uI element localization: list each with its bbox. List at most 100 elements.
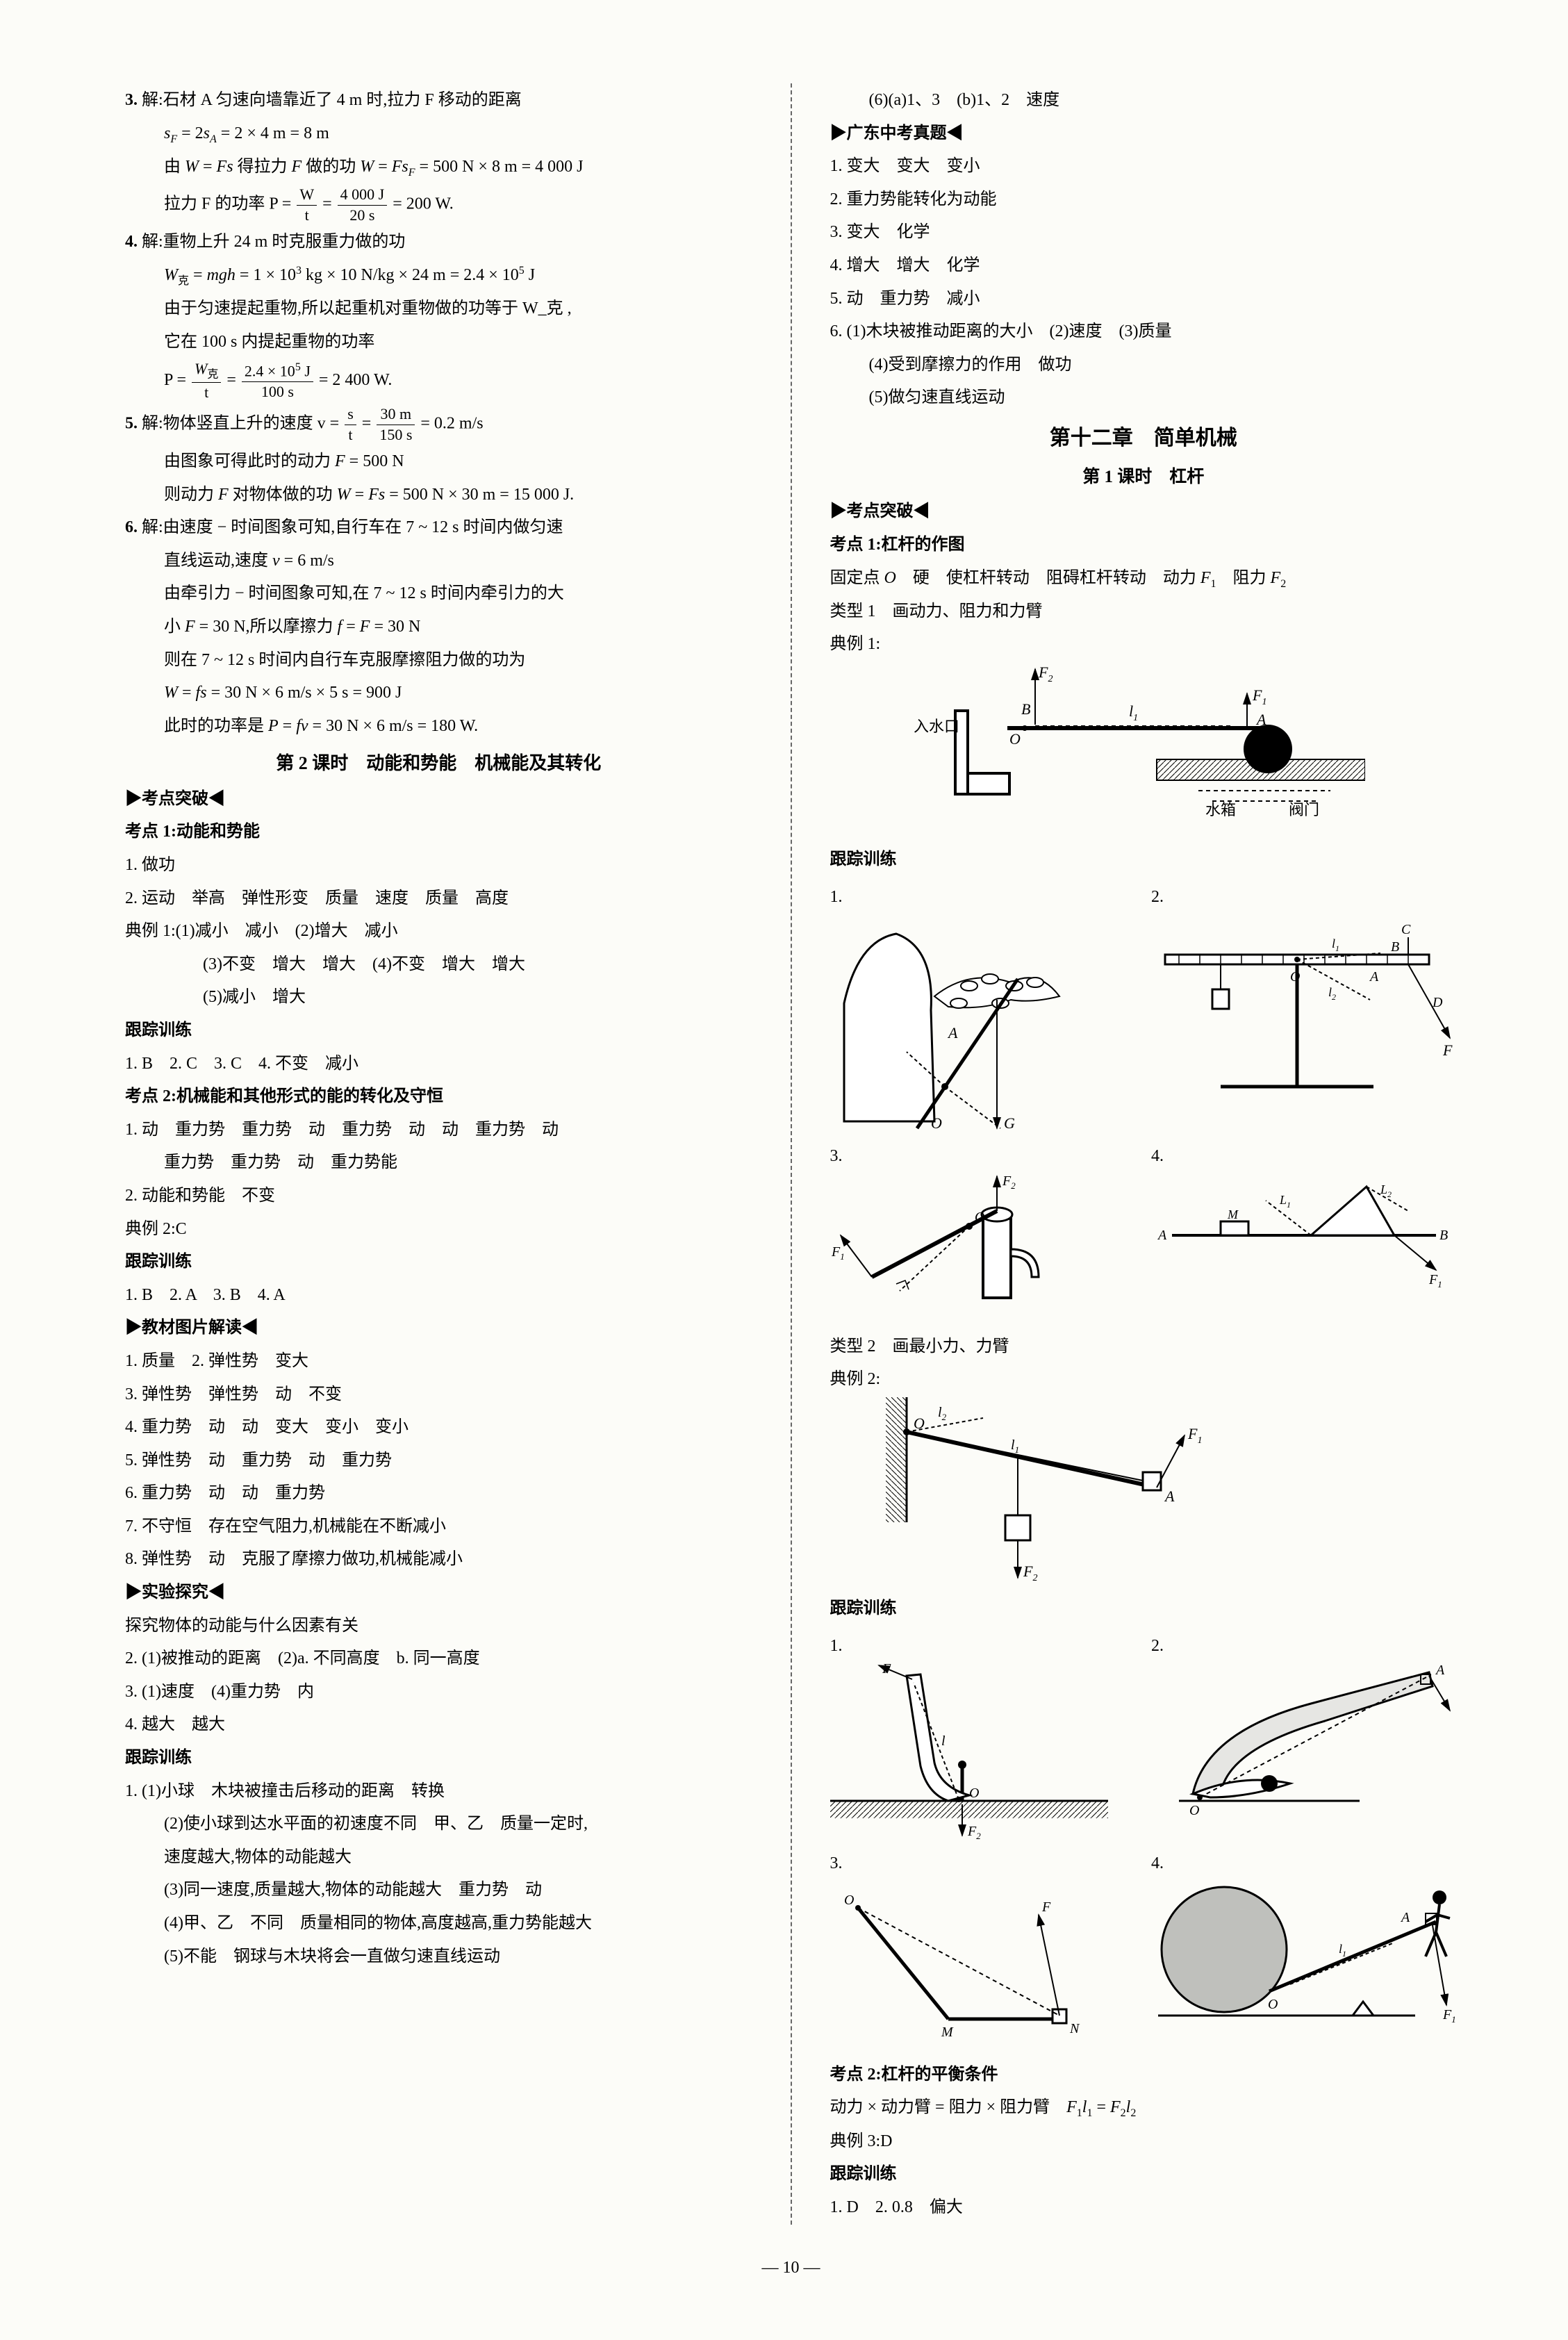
q5-line1: 5. 解:物体竖直上升的速度 v = st = 30 m150 s = 0.2 … — [125, 404, 752, 445]
d2-label: 2. — [1151, 888, 1164, 906]
gz3-1e: (5)不能 钢球与木块将会一直做匀速直线运动 — [125, 1941, 752, 1973]
crowbar-icon: F O l F2 — [830, 1662, 1108, 1843]
kp1-1: 1. 做功 — [125, 850, 752, 882]
gd6b: (4)受到摩擦力的作用 做功 — [830, 349, 1458, 381]
r-gzh: 跟踪训练 — [830, 844, 1458, 876]
svg-text:B: B — [1021, 700, 1030, 718]
svg-text:M: M — [1227, 1208, 1239, 1221]
svg-text:l1: l1 — [1339, 1942, 1346, 1959]
r-dl2: 典例 2: — [830, 1364, 1458, 1396]
svg-text:入水口: 入水口 — [914, 718, 959, 735]
inclined-lever-icon: A B M L1 L2 F1 — [1151, 1173, 1457, 1312]
q4-text1: 解:重物上升 24 m 时克服重力做的功 — [142, 233, 405, 251]
q6-l3: 由牵引力 − 时间图象可知,在 7 ~ 12 s 时间内牵引力的大 — [125, 578, 752, 610]
r-type1: 类型 1 画动力、阻力和力臂 — [830, 596, 1458, 628]
svg-text:l2: l2 — [938, 1405, 947, 1422]
svg-text:F2: F2 — [1002, 1173, 1016, 1191]
left-column: 3. 解:石材 A 匀速向墙靠近了 4 m 时,拉力 F 移动的距离 sF = … — [125, 83, 752, 2225]
d1-label: 1. — [830, 888, 843, 906]
diagram-row-3-4: 3. O F2 F1 — [830, 1141, 1458, 1326]
svg-text:B: B — [1391, 939, 1399, 955]
svg-text:O: O — [1009, 730, 1021, 748]
q6-num: 6. — [125, 518, 138, 536]
svg-text:F2: F2 — [1038, 664, 1053, 684]
q3-l2: sF = 2sA = 2 × 4 m = 8 m — [125, 118, 752, 150]
v-lever-icon: O M N F — [830, 1880, 1108, 2054]
diagram-dl1: 入水口 水箱 阀门 B F2 — [830, 662, 1458, 843]
gz3-1d: (4)甲、乙 不同 质量相同的物体,高度越高,重力势能越大 — [125, 1908, 752, 1940]
kp2-h: 考点 2:机械能和其他形式的能的转化及守恒 — [125, 1081, 752, 1113]
svg-text:B: B — [1439, 1228, 1448, 1243]
svg-text:F1: F1 — [1187, 1425, 1202, 1446]
q3-num: 3. — [125, 91, 138, 109]
svg-text:F2: F2 — [1023, 1563, 1037, 1583]
lever-water-tank-icon: 入水口 水箱 阀门 B F2 — [914, 662, 1365, 843]
column-divider — [791, 83, 792, 2225]
svg-text:A: A — [1157, 1228, 1167, 1243]
page-columns: 3. 解:石材 A 匀速向墙靠近了 4 m 时,拉力 F 移动的距离 sF = … — [125, 83, 1457, 2225]
gz3-h: 跟踪训练 — [125, 1742, 752, 1774]
svg-text:阀门: 阀门 — [1289, 801, 1319, 818]
gd1: 1. 变大 变大 变小 — [830, 151, 1458, 183]
q4-line1: 4. 解:重物上升 24 m 时克服重力做的功 — [125, 226, 752, 258]
svg-text:O: O — [1189, 1803, 1199, 1818]
svg-text:L2: L2 — [1380, 1183, 1392, 1199]
dl1a: 典例 1:(1)减小 减小 (2)增大 减小 — [125, 916, 752, 948]
svg-text:A: A — [1435, 1663, 1445, 1678]
svg-text:C: C — [1401, 922, 1411, 937]
page-number: — 10 — — [125, 2252, 1457, 2284]
q4-l3: 由于匀速提起重物,所以起重机对重物做的功等于 W_克 , — [125, 293, 752, 325]
balance-stand-lever-icon: O C B A D F l1 l2 — [1151, 913, 1457, 1135]
svg-text:O: O — [1290, 969, 1300, 984]
q3-text1: 解:石材 A 匀速向墙靠近了 4 m 时,拉力 F 移动的距离 — [142, 91, 522, 109]
q4-l5: P = W克t = 2.4 × 105 J100 s = 2 400 W. — [125, 359, 752, 403]
jc4: 4. 重力势 动 动 变大 变小 变小 — [125, 1412, 752, 1444]
q3-l4b: = — [322, 195, 336, 213]
jc1: 1. 质量 2. 弹性势 变大 — [125, 1346, 752, 1378]
svg-text:A: A — [1400, 1910, 1410, 1925]
gz2: 1. B 2. A 3. B 4. A — [125, 1280, 752, 1312]
r-top6: (6)(a)1、3 (b)1、2 速度 — [830, 85, 1458, 117]
q6-l7: 此时的功率是 P = fv = 30 N × 6 m/s = 180 W. — [125, 711, 752, 743]
q3-l4: 拉力 F 的功率 P = Wt = 4 000 J20 s = 200 W. — [125, 185, 752, 225]
gd6a: 6. (1)木块被推动距离的大小 (2)速度 (3)质量 — [830, 316, 1458, 348]
jc6: 6. 重力势 动 动 重力势 — [125, 1478, 752, 1510]
jc8: 8. 弹性势 动 克服了摩擦力做功,机械能减小 — [125, 1544, 752, 1576]
dl1c: (5)减小 增大 — [125, 982, 752, 1014]
kp2-1: 1. 动 重力势 重力势 动 重力势 动 动 重力势 动 — [125, 1114, 752, 1146]
svg-text:O: O — [931, 1114, 942, 1132]
sec2-h3: ▶实验探究◀ — [125, 1577, 752, 1609]
q3-l3: 由 W = Fs 得拉力 F 做的功 W = FsF = 500 N × 8 m… — [125, 151, 752, 183]
svg-text:F1: F1 — [1442, 2007, 1456, 2025]
d3-label: 3. — [830, 1147, 843, 1165]
q3-l4c: = 200 W. — [393, 195, 454, 213]
gz2-h: 跟踪训练 — [125, 1246, 752, 1278]
dl2: 典例 2:C — [125, 1214, 752, 1246]
svg-text:O: O — [969, 1786, 979, 1801]
svg-text:G: G — [1004, 1114, 1015, 1132]
r-gz3h: 跟踪训练 — [830, 2159, 1458, 2191]
svg-text:F: F — [882, 1662, 891, 1676]
gz3-1b: (2)使小球到达水平面的初速度不同 甲、乙 质量一定时, — [125, 1808, 752, 1840]
diagram-dl2: O A F1 l1 l2 F2 — [830, 1397, 1458, 1592]
gz1-h: 跟踪训练 — [125, 1015, 752, 1047]
q4-l4: 它在 100 s 内提起重物的功率 — [125, 327, 752, 359]
svg-text:O: O — [975, 1210, 984, 1225]
gz2-d3-label: 3. — [830, 1854, 843, 1872]
diagram-row-gz2-3-4: 3. O M N F — [830, 1848, 1458, 2054]
r-kp2-t: 动力 × 动力臂 = 阻力 × 阻力臂 F1l1 = F2l2 — [830, 2092, 1458, 2124]
gz1: 1. B 2. C 3. C 4. 不变 减小 — [125, 1048, 752, 1080]
svg-text:F: F — [1041, 1900, 1051, 1915]
gz2-d4-label: 4. — [1151, 1854, 1164, 1872]
sec2-h1: ▶考点突破◀ — [125, 784, 752, 816]
tree-lever-icon: O A G — [830, 913, 1108, 1135]
sy2: 2. (1)被推动的距离 (2)a. 不同高度 b. 同一高度 — [125, 1643, 752, 1675]
r-type2: 类型 2 画最小力、力臂 — [830, 1331, 1458, 1363]
r-kp1-h: 考点 1:杠杆的作图 — [830, 529, 1458, 561]
gd3: 3. 变大 化学 — [830, 217, 1458, 249]
kp1-2: 2. 运动 举高 弹性形变 质量 速度 质量 高度 — [125, 883, 752, 915]
ch12-sub: 第 1 课时 杠杆 — [830, 461, 1458, 494]
dl1b: (3)不变 增大 增大 (4)不变 增大 增大 — [125, 949, 752, 981]
svg-text:M: M — [941, 2025, 954, 2040]
q5-l3: 则动力 F 对物体做的功 W = Fs = 500 N × 30 m = 15 … — [125, 479, 752, 511]
